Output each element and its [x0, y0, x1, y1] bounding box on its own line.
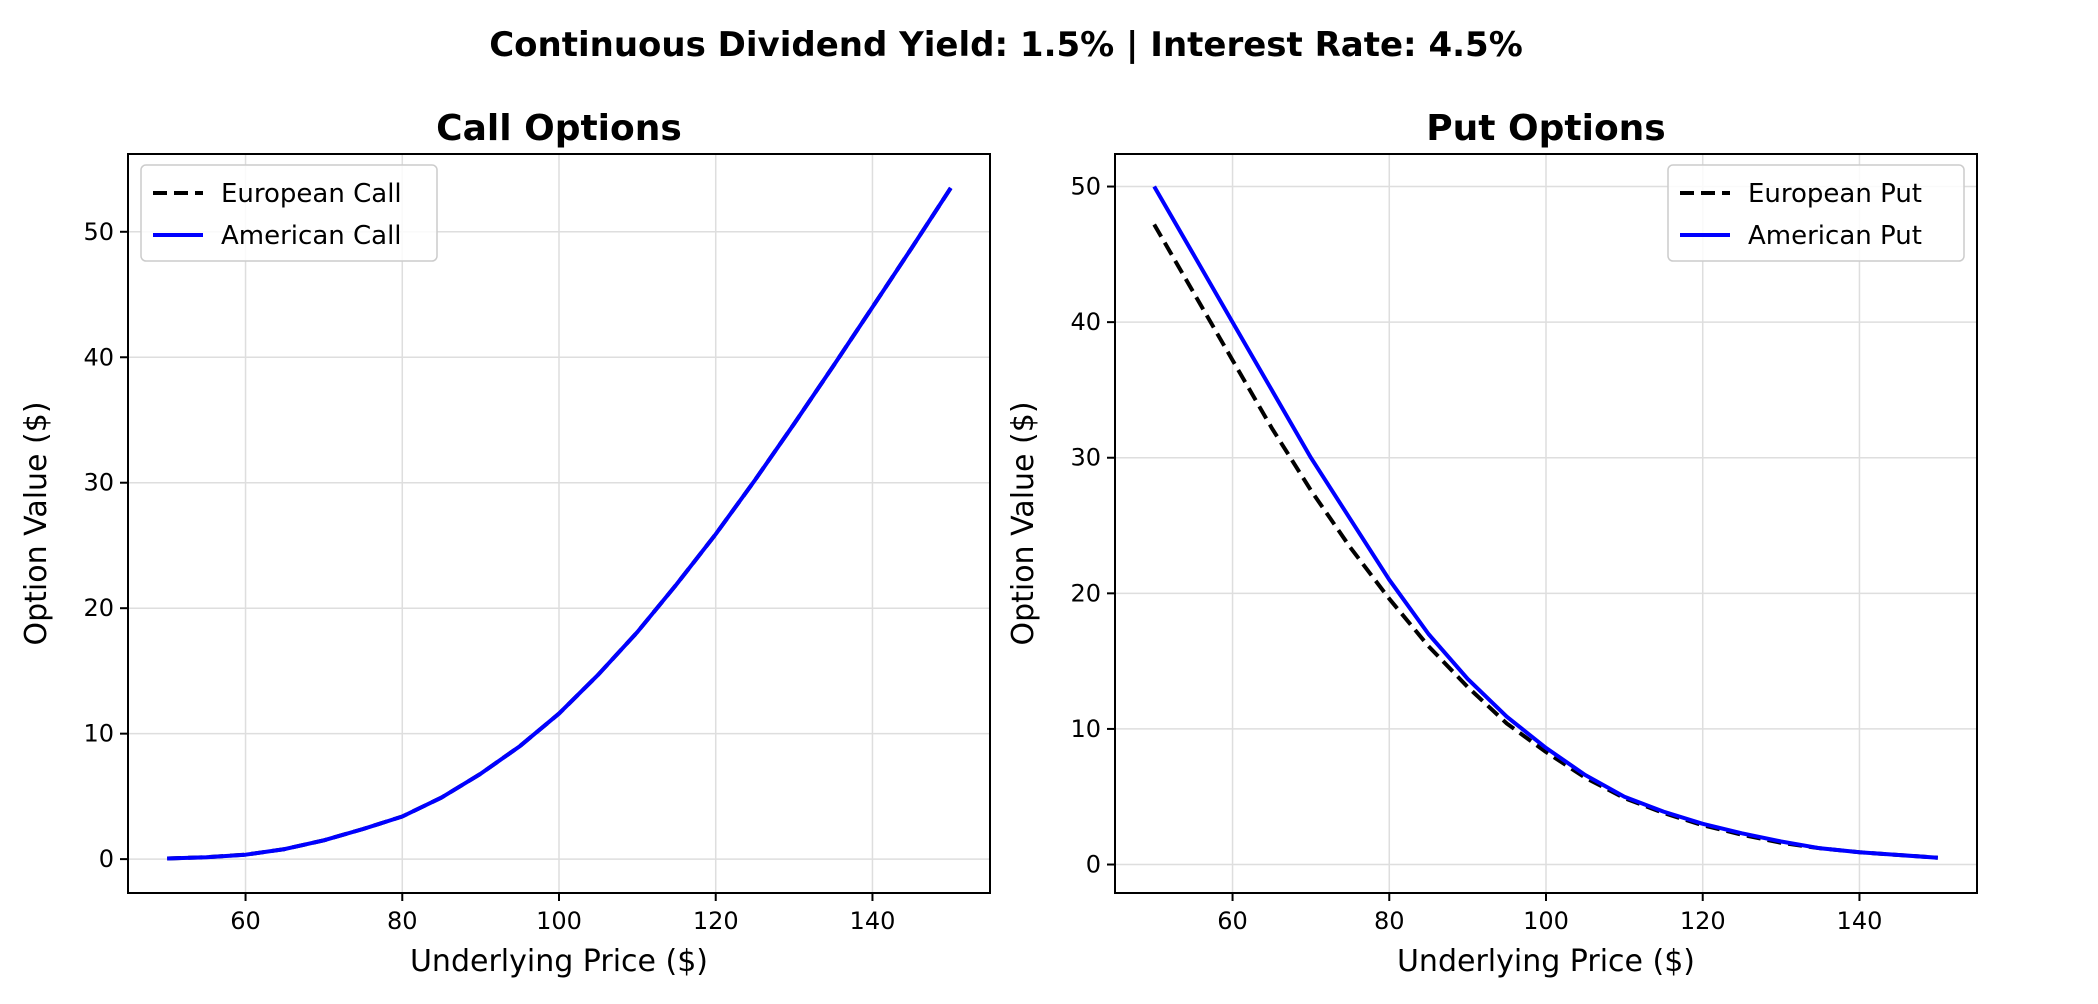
call-x-axis-label: Underlying Price ($) [410, 944, 708, 979]
put-series-european-line [1152, 223, 1938, 860]
call-xtick-label-100: 100 [536, 907, 582, 935]
call-ytick-label-30: 30 [83, 469, 114, 497]
put-y-axis-label: Option Value ($) [1006, 401, 1041, 645]
put-legend-american-label: American Put [1748, 221, 1922, 251]
call-legend-american-label: American Call [221, 221, 402, 251]
put-ytick-label-0: 0 [1086, 851, 1101, 879]
put-ytick-label-20: 20 [1070, 579, 1101, 607]
call-ytick-label-50: 50 [83, 218, 114, 246]
call-ytick-label-40: 40 [83, 343, 114, 371]
put-xtick-label-100: 100 [1523, 907, 1569, 935]
call-ytick-label-0: 0 [99, 845, 114, 873]
put-legend-box [1667, 164, 1965, 262]
put-xtick-label-140: 140 [1837, 907, 1883, 935]
put-ytick-label-30: 30 [1070, 444, 1101, 472]
figure-suptitle: Continuous Dividend Yield: 1.5% | Intere… [489, 25, 1523, 65]
call-ytick-label-20: 20 [83, 594, 114, 622]
call-legend: European Call American Call [140, 164, 438, 262]
call-y-axis-label: Option Value ($) [19, 401, 54, 645]
put-xtick-label-60: 60 [1217, 907, 1248, 935]
put-xtick-label-80: 80 [1374, 907, 1405, 935]
call-xtick-label-80: 80 [387, 907, 418, 935]
call-legend-box [140, 164, 438, 262]
put-series-american-line [1152, 185, 1938, 860]
put-ytick-label-10: 10 [1070, 715, 1101, 743]
put-x-axis-label: Underlying Price ($) [1397, 944, 1695, 979]
call-xtick-label-60: 60 [230, 907, 261, 935]
call-xtick-label-140: 140 [850, 907, 896, 935]
call-options-panel: 60 80 100 120 140 0 10 20 30 40 50 Call Options Unde… [19, 108, 991, 979]
put-ytick-label-50: 50 [1070, 173, 1101, 201]
call-xtick-label-120: 120 [693, 907, 739, 935]
call-legend-european-label: European Call [221, 179, 402, 209]
call-ytick-label-10: 10 [83, 720, 114, 748]
call-series-american-line [167, 186, 953, 861]
call-chart-title: Call Options [436, 108, 682, 149]
put-legend: European Put American Put [1667, 164, 1965, 262]
put-xtick-label-120: 120 [1680, 907, 1726, 935]
put-options-panel: 60 80 100 120 140 0 10 20 30 40 50 Put Options Under… [1006, 108, 1978, 979]
put-chart-title: Put Options [1426, 108, 1665, 149]
put-ytick-label-40: 40 [1070, 308, 1101, 336]
put-legend-european-label: European Put [1748, 179, 1922, 209]
